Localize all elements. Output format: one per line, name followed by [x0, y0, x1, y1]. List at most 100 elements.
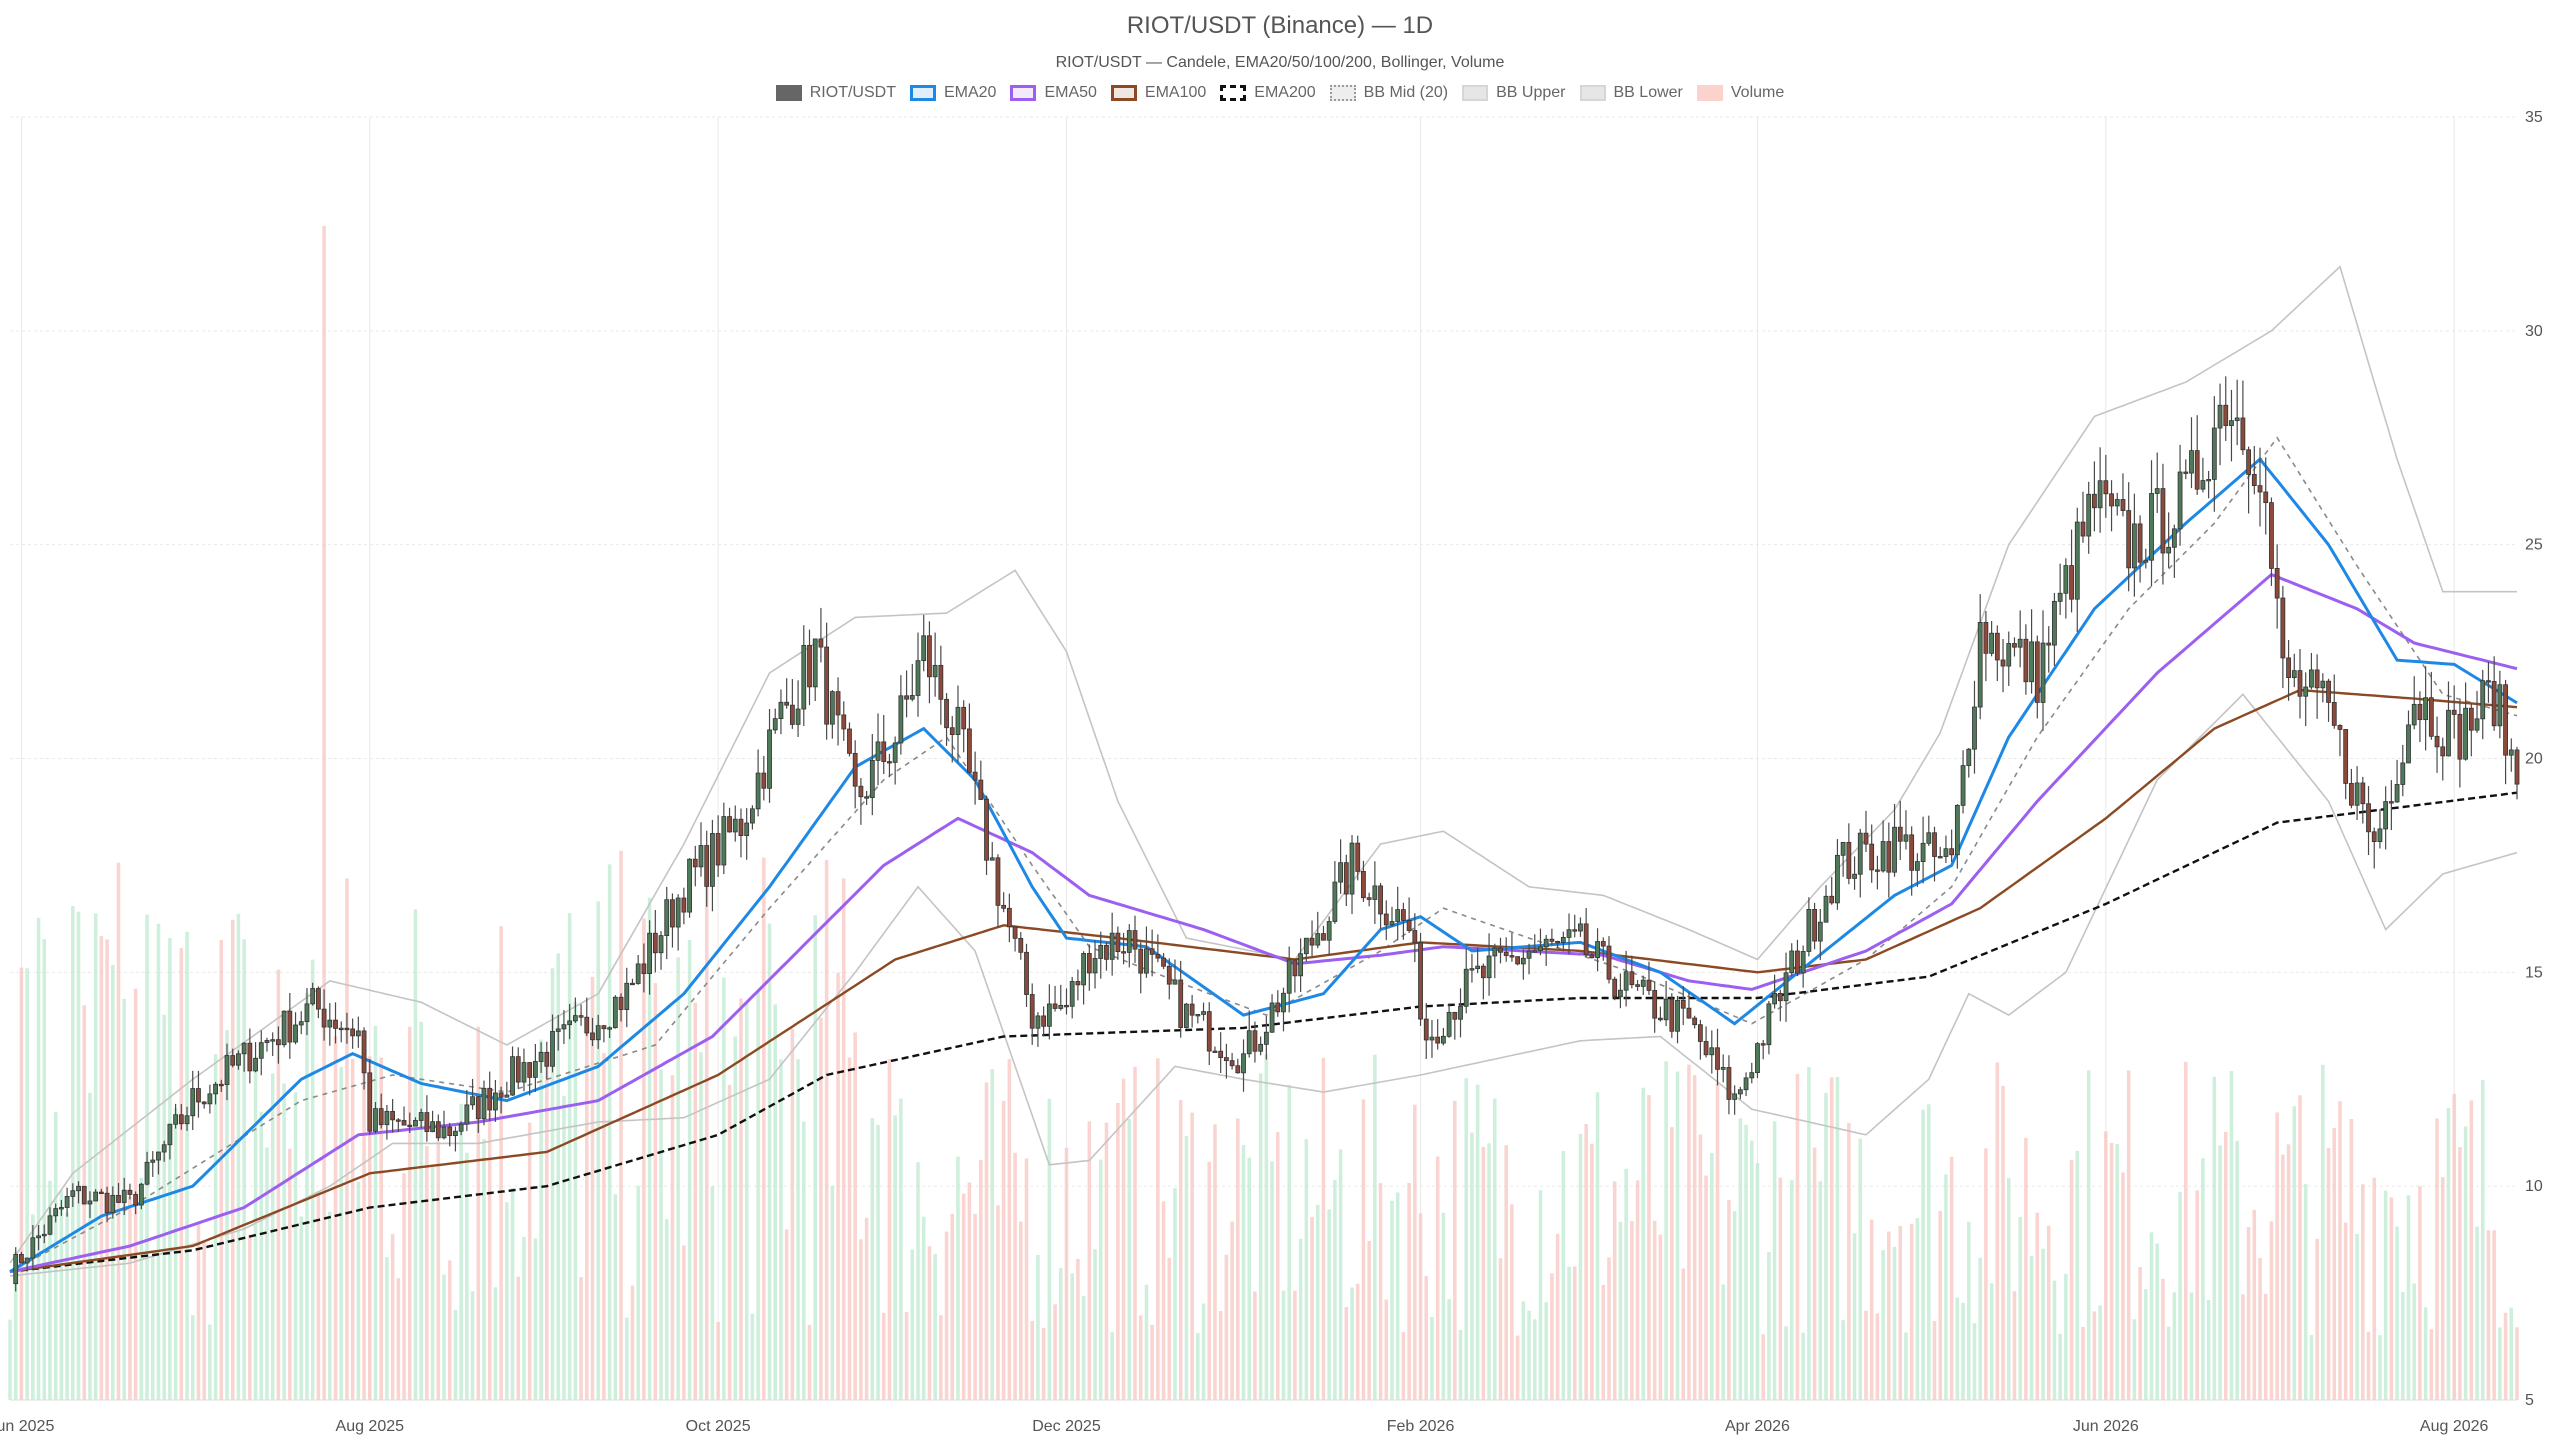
candle: [544, 1041, 550, 1080]
candle-body: [2143, 559, 2149, 563]
candle: [395, 1118, 401, 1133]
legend-item[interactable]: BB Mid (20): [1329, 84, 1448, 102]
volume-bar: [1932, 1321, 1937, 1400]
candle-body: [1069, 981, 1075, 1007]
volume-bar: [1927, 1104, 1931, 1400]
candle-body: [2074, 521, 2080, 600]
volume-bar: [927, 1246, 932, 1400]
candle: [2303, 672, 2309, 727]
candle: [738, 808, 744, 858]
candle: [2486, 661, 2491, 703]
candle: [1977, 594, 1983, 720]
legend-item[interactable]: BB Lower: [1579, 84, 1683, 102]
volume-bar: [847, 1057, 852, 1400]
candle-body: [1252, 1030, 1258, 1052]
candle-body: [2491, 681, 2497, 727]
candle: [1954, 804, 1960, 869]
candle-body: [1720, 1067, 1726, 1070]
volume-bar: [1921, 1109, 1925, 1400]
legend-item[interactable]: EMA20: [909, 84, 996, 102]
candle-body: [1526, 950, 1532, 959]
candle-body: [138, 1183, 144, 1206]
candle: [527, 1062, 533, 1096]
candle-body: [1149, 948, 1155, 955]
legend-item[interactable]: EMA50: [1010, 84, 1097, 102]
volume-bar: [459, 1103, 463, 1400]
candle: [1932, 826, 1937, 882]
legend-item[interactable]: EMA200: [1220, 84, 1316, 102]
candle: [2097, 447, 2103, 533]
volume-bar: [1104, 1122, 1109, 1400]
volume-bar: [328, 1211, 332, 1400]
legend-label: RIOT/USDT: [809, 84, 896, 101]
candle-body: [1846, 841, 1852, 879]
volume-bar: [1390, 1200, 1394, 1400]
candle-body: [2000, 659, 2006, 667]
candle: [881, 714, 887, 775]
volume-bar: [1578, 1133, 1583, 1400]
volume-bar: [2024, 1138, 2028, 1400]
volume-bar: [1601, 1284, 1606, 1400]
candle-body: [424, 1112, 430, 1133]
volume-bar: [1053, 1304, 1057, 1400]
candle-body: [538, 1051, 544, 1062]
candle: [224, 1043, 230, 1101]
candle: [2171, 524, 2177, 578]
legend-item[interactable]: RIOT/USDT: [775, 84, 896, 102]
candle-body: [869, 759, 875, 798]
candle: [1109, 912, 1115, 976]
volume-bar: [870, 1118, 875, 1400]
volume-bar: [1692, 1075, 1697, 1400]
candle-body: [1006, 907, 1012, 928]
candle-body: [1623, 971, 1629, 991]
candle-body: [2297, 670, 2303, 697]
candle: [2411, 676, 2417, 730]
candle: [2063, 558, 2069, 619]
candle: [2497, 670, 2503, 739]
legend-item[interactable]: BB Upper: [1462, 84, 1566, 102]
volume-bar: [1989, 1283, 1994, 1400]
candle: [984, 795, 989, 875]
candle: [618, 993, 624, 1022]
candle-body: [2114, 499, 2120, 507]
volume-bar: [984, 1082, 989, 1400]
candle: [1760, 1039, 1766, 1060]
candle-body: [1498, 947, 1503, 953]
volume-bar: [219, 940, 224, 1400]
candle-body: [795, 708, 801, 725]
candle: [818, 607, 824, 663]
legend-item[interactable]: EMA100: [1110, 84, 1206, 102]
candle: [795, 680, 801, 738]
candle: [2057, 563, 2063, 615]
candle-body: [47, 1215, 53, 1235]
volume-bar: [2418, 1186, 2422, 1400]
candle-body: [1138, 948, 1144, 974]
legend-item[interactable]: Volume: [1696, 84, 1784, 102]
candle: [1549, 928, 1555, 946]
volume-bar: [727, 1084, 732, 1400]
candle-body: [504, 1094, 510, 1098]
candle-body: [156, 1151, 161, 1161]
y-tick-label: 15: [2525, 964, 2543, 981]
volume-bar: [1196, 1333, 1200, 1400]
candle: [550, 1014, 555, 1073]
candle: [241, 1042, 247, 1072]
candle: [630, 978, 635, 986]
candle-body: [1669, 998, 1675, 1032]
volume-bar: [2178, 1191, 2182, 1400]
candle-body: [1589, 954, 1595, 959]
candle: [1989, 620, 1995, 657]
volume-bar: [1532, 1319, 1537, 1400]
volume-bar: [505, 1202, 509, 1400]
candle: [138, 1182, 144, 1210]
volume-bar: [1630, 1221, 1634, 1400]
candle: [607, 1026, 613, 1039]
candle: [955, 685, 961, 763]
volume-bar: [1087, 1121, 1092, 1400]
candle: [1863, 810, 1869, 853]
candle-body: [2177, 471, 2183, 530]
volume-bar: [716, 1322, 720, 1400]
candle: [338, 1021, 344, 1043]
volume-bar: [579, 1277, 583, 1400]
candle: [1840, 841, 1846, 877]
